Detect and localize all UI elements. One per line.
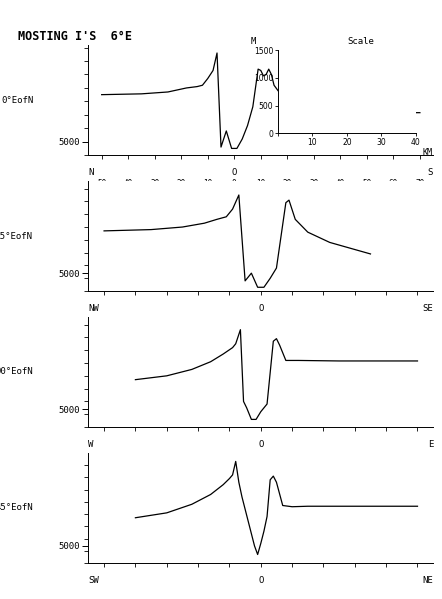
Text: 50: 50 xyxy=(97,179,106,189)
Text: NW: NW xyxy=(88,304,99,313)
Text: 20: 20 xyxy=(283,179,292,189)
Text: O: O xyxy=(232,168,237,177)
Text: 90°EofN: 90°EofN xyxy=(0,367,33,377)
Text: NE: NE xyxy=(423,576,433,585)
Text: 0: 0 xyxy=(232,179,236,189)
Text: 40: 40 xyxy=(124,179,133,189)
Text: 0°EofN: 0°EofN xyxy=(1,95,33,105)
Text: 60: 60 xyxy=(389,179,398,189)
Text: O: O xyxy=(258,304,263,313)
Text: 10: 10 xyxy=(256,179,265,189)
Text: 70: 70 xyxy=(415,179,424,189)
Text: 30: 30 xyxy=(150,179,159,189)
Text: 10: 10 xyxy=(203,179,212,189)
Text: 50: 50 xyxy=(362,179,371,189)
Text: 20: 20 xyxy=(177,179,186,189)
Text: W: W xyxy=(88,440,94,449)
Text: M: M xyxy=(251,37,256,46)
Text: Scale: Scale xyxy=(347,37,374,46)
Text: 40: 40 xyxy=(336,179,345,189)
Text: KM: KM xyxy=(423,148,433,157)
Text: E: E xyxy=(428,440,433,449)
Text: O: O xyxy=(258,440,263,449)
Text: 45°EofN: 45°EofN xyxy=(0,503,33,513)
Text: SE: SE xyxy=(423,304,433,313)
Text: S: S xyxy=(428,168,433,177)
Text: 30: 30 xyxy=(309,179,318,189)
Text: MOSTING I'S  6°E: MOSTING I'S 6°E xyxy=(18,30,132,43)
Text: N: N xyxy=(88,168,94,177)
Text: 135°EofN: 135°EofN xyxy=(0,231,33,241)
Text: O: O xyxy=(258,576,263,585)
Text: SW: SW xyxy=(88,576,99,585)
